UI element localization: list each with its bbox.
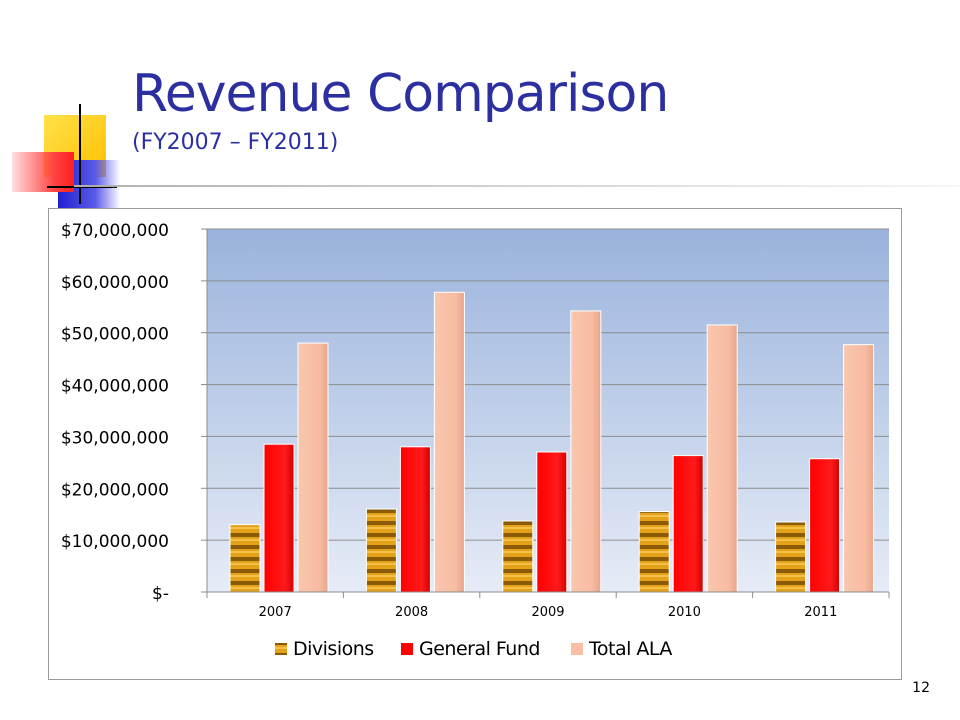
decor-horizontal-line	[47, 186, 117, 188]
decor-vertical-line	[79, 104, 81, 204]
divisions-bar	[638, 511, 670, 593]
y-tick-label: $10,000,000	[61, 532, 169, 552]
x-tick-label: 2007	[259, 605, 292, 620]
general-fund-bar	[263, 443, 295, 593]
total-ala-bar	[843, 344, 875, 593]
y-tick-label: $70,000,000	[61, 221, 169, 241]
divisions-bar	[775, 521, 807, 593]
total-ala-bar	[433, 291, 465, 593]
y-tick-label: $-	[152, 584, 169, 604]
page-number: 12	[912, 680, 930, 696]
x-tick-label: 2011	[804, 605, 837, 620]
x-tick-label: 2009	[531, 605, 564, 620]
general-fund-bar	[672, 455, 704, 593]
divisions-bar	[229, 524, 261, 593]
decor-rule	[74, 185, 960, 187]
total-ala-bar	[297, 342, 329, 593]
legend-total-ala-label: Total ALA	[588, 638, 672, 660]
revenue-bar-chart: $- $10,000,000 $20,000,000 $30,000,000 $40,0…	[61, 221, 890, 660]
legend-general-fund-label: General Fund	[419, 638, 540, 660]
x-tick-label: 2008	[395, 605, 428, 620]
legend-total-ala-swatch	[571, 643, 583, 655]
total-ala-bar	[570, 310, 602, 593]
general-fund-bar	[536, 451, 568, 593]
y-tick-label: $40,000,000	[61, 377, 169, 397]
x-tick-label: 2010	[668, 605, 701, 620]
chart-frame: $- $10,000,000 $20,000,000 $30,000,000 $40,0…	[48, 208, 902, 680]
legend-general-fund-swatch	[401, 643, 413, 655]
y-tick-label: $20,000,000	[61, 480, 169, 500]
title-block: Revenue Comparison (FY2007 – FY2011)	[132, 64, 669, 155]
y-tick-label: $50,000,000	[61, 325, 169, 345]
legend-divisions-label: Divisions	[293, 638, 374, 660]
y-tick-label: $30,000,000	[61, 428, 169, 448]
divisions-bar	[502, 520, 534, 593]
slide-title: Revenue Comparison	[132, 64, 669, 124]
y-tick-label: $60,000,000	[61, 273, 169, 293]
slide-subtitle: (FY2007 – FY2011)	[132, 130, 339, 155]
divisions-bar	[365, 508, 397, 593]
legend-divisions-swatch	[275, 643, 287, 655]
decor-red-square	[12, 152, 74, 192]
general-fund-bar	[809, 458, 841, 593]
total-ala-bar	[706, 324, 738, 593]
general-fund-bar	[399, 446, 431, 593]
